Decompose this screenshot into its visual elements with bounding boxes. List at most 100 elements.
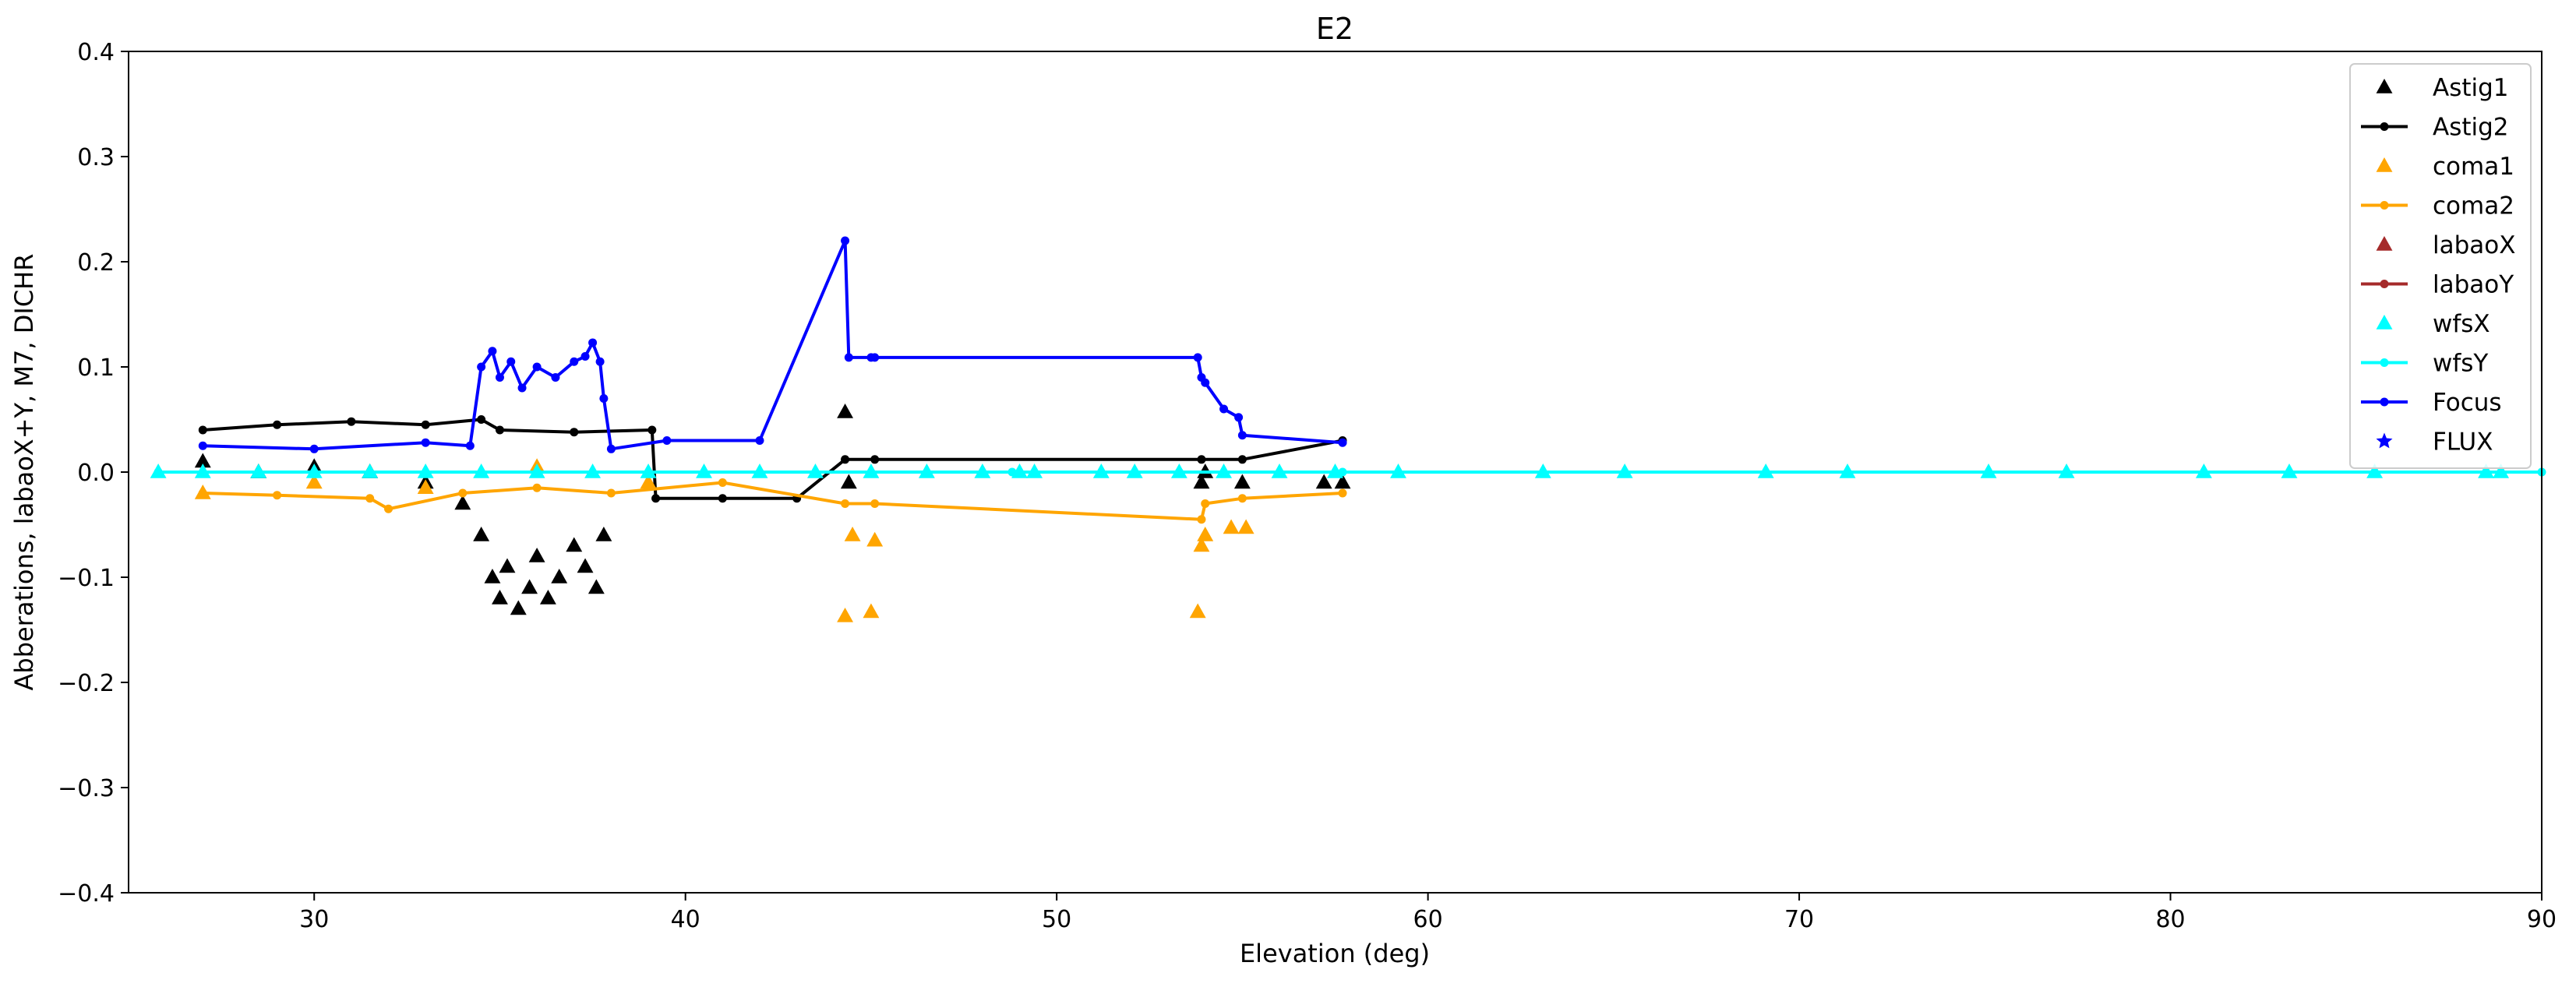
data-point — [1007, 467, 1017, 477]
series-astig1 — [194, 404, 1351, 615]
data-point — [1189, 603, 1206, 619]
x-axis-label: Elevation (deg) — [1240, 939, 1430, 968]
y-tick-label: −0.2 — [58, 670, 115, 697]
data-point — [1237, 455, 1247, 464]
series-line-coma2 — [203, 481, 1343, 521]
x-tick-label: 40 — [671, 906, 700, 933]
data-point — [347, 417, 356, 426]
data-point — [599, 394, 609, 403]
legend-label: wfsX — [2433, 310, 2490, 338]
data-point — [1193, 353, 1202, 362]
data-point — [1197, 455, 1206, 464]
series-focus — [198, 236, 1347, 453]
data-point — [198, 425, 207, 435]
data-point — [551, 373, 560, 382]
data-point — [651, 494, 661, 503]
data-point — [532, 362, 542, 372]
data-point — [495, 425, 504, 435]
y-tick-label: 0.3 — [77, 144, 115, 171]
y-tick-label: −0.3 — [58, 775, 115, 802]
data-point — [1201, 499, 1210, 508]
data-point — [870, 455, 880, 464]
legend-label: Astig2 — [2433, 114, 2509, 142]
data-point — [588, 579, 605, 594]
data-point — [595, 527, 612, 541]
data-point — [484, 569, 501, 583]
x-tick-label: 30 — [299, 906, 329, 933]
data-point — [1334, 474, 1351, 489]
data-point — [1201, 378, 1210, 387]
data-point — [465, 441, 475, 450]
data-point — [870, 353, 880, 362]
legend-marker — [2376, 236, 2393, 251]
data-point — [606, 488, 616, 498]
data-point — [863, 603, 880, 619]
y-tick-label: 0.1 — [77, 354, 115, 382]
data-point — [1197, 515, 1206, 524]
data-point — [718, 494, 727, 503]
data-point — [841, 499, 850, 508]
data-point — [499, 558, 516, 573]
data-point — [1197, 527, 1214, 541]
data-point — [840, 474, 857, 489]
data-point — [844, 527, 861, 541]
data-point — [551, 569, 568, 583]
data-point — [866, 531, 884, 547]
legend-marker — [2376, 315, 2393, 330]
data-point — [421, 438, 430, 447]
legend: Astig1 Astig2 coma1 coma2 labaoX labaoY wfsX wf… — [2349, 63, 2532, 469]
data-point — [1338, 488, 1347, 498]
legend-label: coma1 — [2433, 153, 2514, 181]
data-point — [1219, 404, 1229, 414]
data-point — [458, 488, 468, 498]
legend-marker — [2380, 397, 2389, 407]
data-point — [1193, 537, 1210, 552]
data-point — [640, 474, 657, 489]
legend-label: coma2 — [2433, 192, 2514, 220]
data-point — [495, 373, 504, 382]
legend-label: Astig1 — [2433, 74, 2509, 102]
data-point — [477, 415, 486, 424]
series-line-focus — [203, 239, 1343, 451]
series-astig2 — [198, 415, 1347, 503]
data-point — [488, 347, 497, 356]
chart-title: E2 — [1316, 12, 1353, 46]
data-point — [595, 357, 605, 366]
data-point — [510, 600, 527, 615]
legend-marker — [2380, 358, 2389, 367]
legend-marker — [2380, 280, 2389, 288]
data-point — [454, 495, 471, 510]
legend-entry-astig2: Astig2 — [2361, 114, 2509, 142]
data-point — [492, 590, 508, 605]
legend-marker — [2376, 79, 2393, 93]
legend-label: wfsY — [2433, 350, 2488, 378]
data-point — [570, 428, 579, 437]
legend-frame — [2349, 63, 2532, 469]
x-tick-label: 60 — [1413, 906, 1443, 933]
data-point — [841, 455, 850, 464]
legend-entry-astig1: Astig1 — [2376, 74, 2509, 102]
data-point — [870, 499, 880, 508]
series-line-astig2 — [203, 418, 1343, 500]
data-point — [384, 504, 393, 513]
legend-label: Focus — [2433, 389, 2502, 417]
data-point — [1193, 474, 1210, 489]
data-point — [198, 488, 207, 498]
legend-entry-flux: FLUX — [2376, 428, 2493, 456]
data-point — [365, 494, 375, 503]
axes-layer: 30 40 50 60 70 80 90 −0.4 −0.3 −0.2 −0.1 0.0 0.1 0.2 0… — [58, 39, 2557, 933]
data-point — [273, 420, 282, 429]
legend-entry-coma2: coma2 — [2361, 192, 2514, 220]
legend-entry-labaox: labaoX — [2376, 231, 2516, 259]
legend-entry-coma1: coma1 — [2376, 153, 2514, 181]
legend-entry-wfsx: wfsX — [2376, 310, 2490, 338]
data-point — [421, 420, 430, 429]
legend-label: labaoY — [2433, 271, 2514, 299]
data-point — [570, 357, 579, 366]
data-point — [506, 357, 516, 366]
legend-label: FLUX — [2433, 428, 2493, 456]
x-tick-label: 90 — [2527, 906, 2557, 933]
data-point — [194, 453, 211, 468]
x-tick-label: 50 — [1042, 906, 1071, 933]
